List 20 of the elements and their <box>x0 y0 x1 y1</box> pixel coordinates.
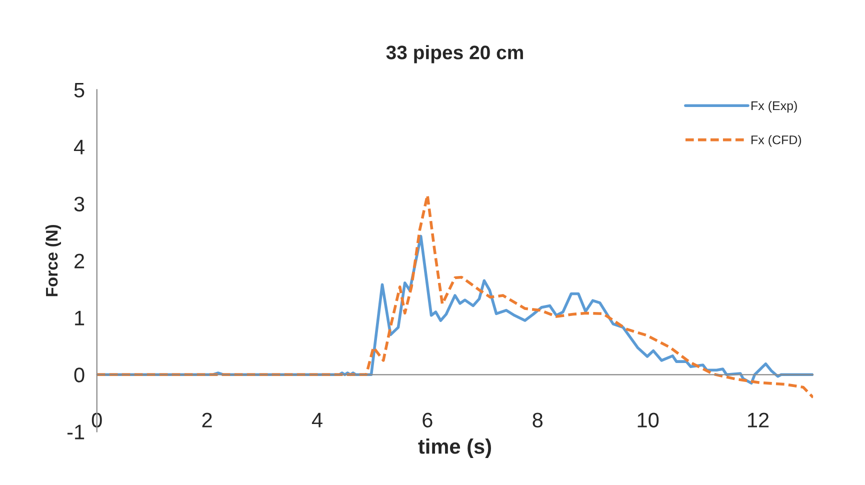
y-tick-label: 0 <box>74 368 84 382</box>
y-tick-label: 4 <box>74 140 84 154</box>
chart-title: 33 pipes 20 cm <box>386 45 523 64</box>
line-series <box>96 194 814 399</box>
x-tick-label: 2 <box>202 412 212 428</box>
y-tick-label: 3 <box>74 196 84 212</box>
y-axis-title: Force (N) <box>45 224 61 296</box>
y-tick-label: 5 <box>74 82 84 98</box>
x-tick-label: 0 <box>92 412 102 428</box>
x-tick-label: 6 <box>422 412 432 428</box>
legend-label: Fx (Exp) <box>752 100 797 113</box>
legend-label: Fx (CFD) <box>752 135 802 147</box>
y-tick-label: 1 <box>75 310 84 326</box>
x-axis-title: time (s) <box>418 438 491 458</box>
x-tick-label: 8 <box>532 412 543 428</box>
x-tick-label: 12 <box>748 412 769 428</box>
y-tick-label: -1 <box>67 424 84 440</box>
y-tick-label: 2 <box>74 254 84 268</box>
x-tick-label: 4 <box>312 412 322 428</box>
x-tick-label: 10 <box>638 412 659 428</box>
